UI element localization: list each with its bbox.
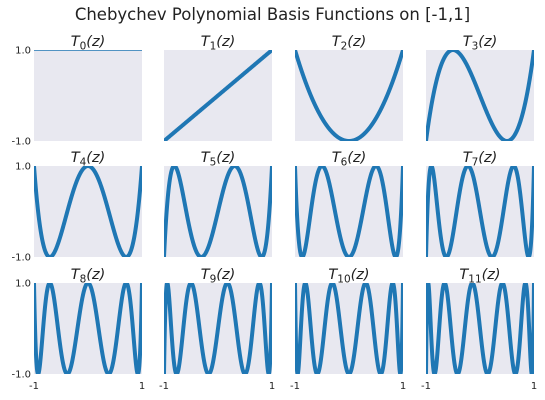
series-line-t3 — [426, 50, 534, 141]
panel-t3: T3(z) — [426, 34, 534, 141]
panel-background — [34, 50, 142, 141]
x-tick-label-right: 1 — [400, 381, 406, 392]
panel-t2: T2(z) — [295, 34, 403, 141]
series-line-t5 — [164, 166, 272, 257]
series-line-t7 — [426, 166, 534, 257]
x-tick-label-right: 1 — [269, 381, 275, 392]
panel-t8: T8(z) 1.0 -1.0-1 1 — [11, 267, 145, 392]
series-line-t9 — [164, 283, 272, 374]
panel-title: T2(z) — [332, 34, 366, 53]
panel-background — [34, 283, 142, 374]
panel-grid: T0(z)1.0-1.0T1(z) T2(z) T3(z)T4(z)1.0-1.0T… — [11, 34, 537, 392]
x-tick-label-left: -1 — [421, 381, 431, 392]
y-tick-label-bottom: -1.0 — [11, 137, 31, 148]
panel-background — [34, 166, 142, 257]
y-tick-label-top: 1.0 — [15, 46, 31, 57]
panel-title: T8(z) — [71, 267, 105, 286]
panel-title: T0(z) — [71, 34, 105, 53]
panel-background — [295, 166, 403, 257]
series-line-t1 — [164, 50, 272, 141]
y-tick-label-bottom: -1.0 — [11, 370, 31, 381]
panel-t7: T7(z) — [426, 150, 534, 257]
y-tick-label-top: 1.0 — [15, 162, 31, 173]
series-line-t8 — [34, 283, 142, 374]
panel-title: T7(z) — [463, 150, 497, 169]
panel-title: T9(z) — [201, 267, 235, 286]
x-tick-label-left: -1 — [29, 381, 39, 392]
panel-title: T3(z) — [463, 34, 497, 53]
y-tick-label-top: 1.0 — [15, 279, 31, 290]
y-tick-label-bottom: -1.0 — [11, 253, 31, 264]
series-line-t4 — [34, 166, 142, 257]
panel-t9: T9(z) -1 1 — [159, 267, 275, 392]
x-tick-label-left: -1 — [290, 381, 300, 392]
panel-t5: T5(z) — [164, 150, 272, 257]
panel-t11: T11(z) -1 1 — [421, 267, 537, 392]
panel-t6: T6(z) — [295, 150, 403, 257]
panel-title: T5(z) — [201, 150, 235, 169]
series-line-t10 — [295, 283, 403, 374]
x-tick-label-right: 1 — [139, 381, 145, 392]
series-line-t2 — [295, 50, 403, 141]
panel-background — [295, 50, 403, 141]
panel-t4: T4(z) 1.0 -1.0 — [11, 150, 142, 264]
panel-t1: T1(z) — [164, 34, 272, 141]
panel-title: T6(z) — [332, 150, 366, 169]
panel-t10: T10(z) -1 1 — [290, 267, 406, 392]
x-tick-label-right: 1 — [531, 381, 537, 392]
x-tick-label-left: -1 — [159, 381, 169, 392]
series-line-t6 — [295, 166, 403, 257]
panel-t0: T0(z) 1.0 -1.0 — [11, 34, 142, 148]
panel-title: T10(z) — [328, 267, 369, 286]
panel-title: T1(z) — [201, 34, 235, 53]
figure-title: Chebychev Polynomial Basis Functions on … — [75, 5, 470, 24]
series-line-t11 — [426, 283, 534, 374]
panel-title: T4(z) — [71, 150, 105, 169]
panel-title: T11(z) — [459, 267, 500, 286]
